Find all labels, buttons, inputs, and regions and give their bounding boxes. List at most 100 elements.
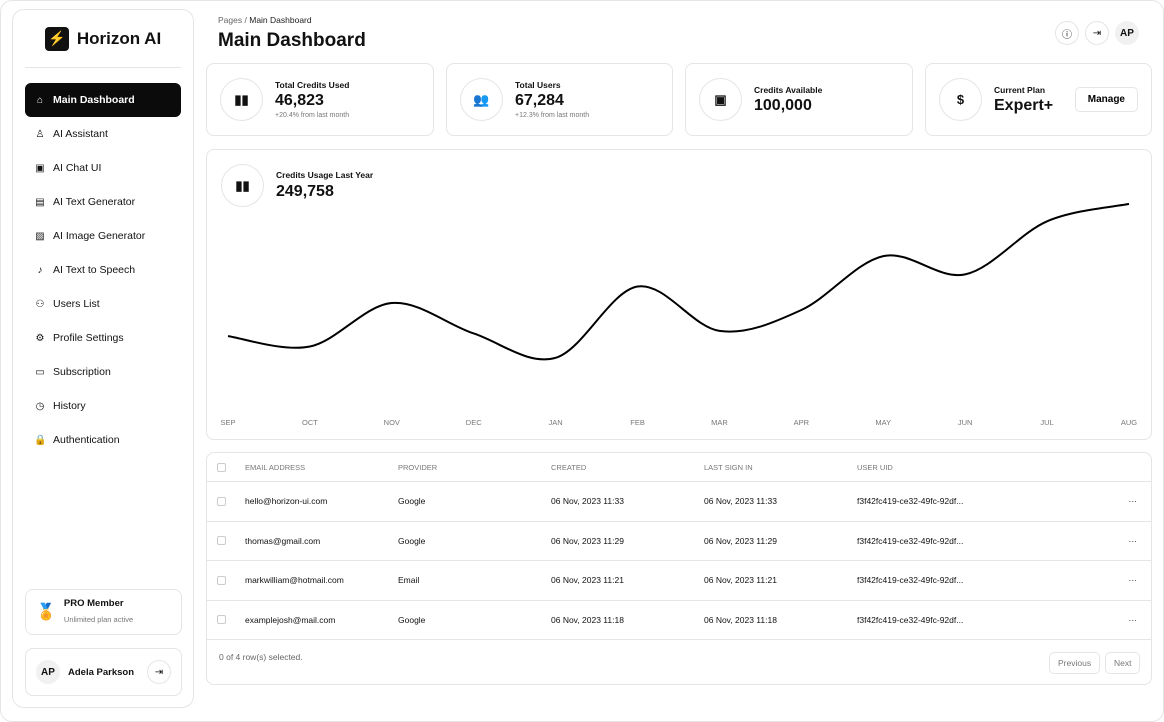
- card-sub: +20.4% from last month: [275, 112, 350, 119]
- breadcrumb-root[interactable]: Pages: [218, 15, 243, 25]
- sidebar-item-label: Authentication: [53, 434, 120, 446]
- row-checkbox[interactable]: [217, 536, 226, 546]
- sidebar-item-label: AI Image Generator: [53, 230, 146, 242]
- previous-button[interactable]: Previous: [1049, 652, 1101, 674]
- row-checkbox[interactable]: [217, 575, 226, 585]
- avatar[interactable]: AP: [36, 660, 60, 684]
- row-menu-button[interactable]: ···: [1128, 496, 1138, 507]
- sidebar-item-label: Main Dashboard: [53, 94, 135, 106]
- brand-name: Horizon AI: [76, 28, 162, 48]
- table-cell: 06 Nov, 2023 11:33: [704, 496, 777, 507]
- x-tick-label: DEC: [466, 418, 482, 427]
- sidebar-item-ai-image-generator[interactable]: ▨ AI Image Generator: [25, 219, 181, 253]
- column-header: LAST SIGN IN: [704, 462, 753, 472]
- x-tick-label: JUN: [958, 418, 973, 427]
- manage-button[interactable]: Manage: [1074, 87, 1138, 112]
- row-menu-button[interactable]: ···: [1128, 575, 1138, 586]
- sidebar-item-label: AI Chat UI: [53, 162, 102, 174]
- x-tick-label: AUG: [1121, 418, 1137, 427]
- chart-title: Credits Usage Last Year: [276, 170, 374, 180]
- sidebar-item-history[interactable]: ◷ History: [25, 389, 181, 423]
- x-tick-label: FEB: [630, 418, 645, 427]
- sidebar-item-ai-text-to-speech[interactable]: ♪ AI Text to Speech: [25, 253, 181, 287]
- table-cell: Google: [398, 496, 426, 507]
- card-label: Total Users: [515, 80, 561, 90]
- x-tick-label: MAY: [875, 418, 891, 427]
- x-tick-label: NOV: [384, 418, 400, 427]
- card-label: Current Plan: [994, 84, 1046, 95]
- table-header: EMAIL ADDRESS PROVIDER CREATED LAST SIGN IN…: [207, 453, 1151, 482]
- card-total-users: 👥 Total Users 67,284 +12.3% from last month: [446, 63, 673, 136]
- x-tick-label: APR: [794, 418, 810, 427]
- sidebar-item-label: History: [53, 400, 86, 412]
- logout-icon[interactable]: ⇥: [147, 660, 171, 684]
- column-header: EMAIL ADDRESS: [245, 462, 306, 472]
- gear-icon: ⚙: [35, 332, 45, 344]
- table-cell: 06 Nov, 2023 11:29: [551, 535, 624, 546]
- table-cell: f3f42fc419-ce32-49fc-92df...: [857, 575, 964, 586]
- users-icon: ⚇: [35, 298, 45, 310]
- card-value: 67,284: [515, 92, 564, 109]
- card-value: 46,823: [275, 92, 324, 109]
- credits-usage-chart: ▮▮ Credits Usage Last Year 249,758 SEP OCT N…: [206, 149, 1152, 440]
- table-cell: Google: [398, 614, 426, 625]
- row-checkbox[interactable]: [217, 615, 226, 625]
- table-cell: Email: [398, 575, 420, 586]
- table-row: thomas@gmail.com Google 06 Nov, 2023 11:29…: [207, 522, 1151, 561]
- info-icon[interactable]: ⓘ: [1055, 21, 1079, 45]
- card-sub: +12.3% from last month: [515, 112, 590, 119]
- row-menu-button[interactable]: ···: [1128, 614, 1138, 625]
- sidebar-item-ai-text-generator[interactable]: ▤ AI Text Generator: [25, 185, 181, 219]
- sidebar-item-label: AI Text Generator: [53, 196, 136, 208]
- column-header: CREATED: [551, 462, 587, 472]
- lightning-icon: ⚡: [44, 26, 69, 51]
- column-header: PROVIDER: [398, 462, 438, 472]
- x-tick-label: JUL: [1040, 418, 1053, 427]
- next-button[interactable]: Next: [1105, 652, 1141, 674]
- document-icon: ▤: [35, 196, 45, 208]
- users-icon: 👥: [460, 78, 503, 121]
- user-icon: ♙: [35, 128, 45, 140]
- sidebar-item-label: Subscription: [53, 366, 111, 378]
- award-icon: 🏅: [36, 604, 56, 621]
- row-checkbox[interactable]: [217, 462, 226, 472]
- sidebar-item-ai-assistant[interactable]: ♙ AI Assistant: [25, 117, 181, 151]
- sidebar-item-users-list[interactable]: ⚇ Users List: [25, 287, 181, 321]
- sidebar-item-ai-chat-ui[interactable]: ▣ AI Chat UI: [25, 151, 181, 185]
- table-cell: hello@horizon-ui.com: [245, 496, 328, 507]
- table-cell: Google: [398, 535, 426, 546]
- selection-count: 0 of 4 row(s) selected.: [219, 652, 303, 662]
- card-current-plan: $ Current Plan Expert+ Manage: [925, 63, 1152, 136]
- card-label: Total Credits Used: [275, 80, 350, 90]
- row-checkbox[interactable]: [217, 496, 226, 506]
- x-tick-label: JAN: [549, 418, 563, 427]
- breadcrumb-current: Main Dashboard: [249, 15, 312, 25]
- logo[interactable]: ⚡ Horizon AI: [25, 10, 181, 68]
- card-label: Credits Available: [754, 84, 823, 95]
- card-value: Expert+: [994, 96, 1054, 114]
- lock-icon: 🔒: [34, 434, 47, 446]
- sidebar-item-subscription[interactable]: ▭ Subscription: [25, 355, 181, 389]
- chip-icon: ▣: [35, 162, 45, 174]
- clock-icon: ◷: [35, 400, 45, 412]
- sidebar-item-profile-settings[interactable]: ⚙ Profile Settings: [25, 321, 181, 355]
- table-cell: f3f42fc419-ce32-49fc-92df...: [857, 535, 964, 546]
- x-tick-label: MAR: [711, 418, 728, 427]
- row-menu-button[interactable]: ···: [1128, 535, 1138, 546]
- header-avatar[interactable]: AP: [1115, 21, 1139, 45]
- table-cell: 06 Nov, 2023 11:18: [704, 614, 777, 625]
- image-icon: ▨: [35, 230, 45, 242]
- series-line: [227, 202, 1130, 361]
- wallet-icon: ▣: [699, 78, 742, 121]
- table-cell: 06 Nov, 2023 11:21: [551, 575, 624, 586]
- x-tick-label: SEP: [220, 418, 235, 427]
- table-cell: f3f42fc419-ce32-49fc-92df...: [857, 614, 964, 625]
- x-tick-label: OCT: [302, 418, 318, 427]
- credit-card-icon: ▭: [35, 366, 45, 378]
- line-chart: SEP OCT NOV DEC JAN FEB MAR APR MAY JUN JUL AUG: [220, 202, 1137, 427]
- logout-icon[interactable]: ⇥: [1085, 21, 1109, 45]
- sidebar-item-authentication[interactable]: 🔒 Authentication: [25, 423, 181, 457]
- card-value: 100,000: [754, 96, 812, 114]
- sidebar-nav: ⌂ Main Dashboard ♙ AI Assistant ▣ AI Chat UI ▤…: [25, 83, 181, 457]
- sidebar-item-main-dashboard[interactable]: ⌂ Main Dashboard: [25, 83, 181, 117]
